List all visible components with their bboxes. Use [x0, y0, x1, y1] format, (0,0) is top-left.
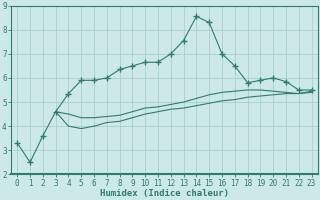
X-axis label: Humidex (Indice chaleur): Humidex (Indice chaleur): [100, 189, 229, 198]
